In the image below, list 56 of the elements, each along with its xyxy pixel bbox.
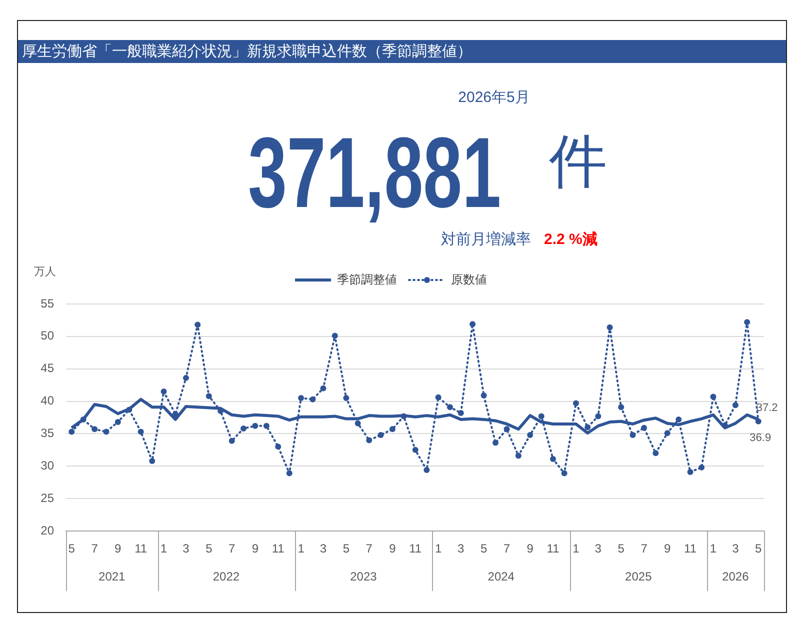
x-tick-label: 7 [503,542,510,556]
text: 371,881 [248,117,502,229]
y-tick-label: 50 [40,328,54,343]
x-tick-label: 7 [640,542,648,556]
y-tick-label: 45 [40,361,54,376]
x2-tick-label: 2026 [722,570,750,584]
x-tick-label: 11 [546,542,560,556]
x2-tick-label: 2025 [625,570,652,584]
legend-label: 季節調整値 [337,272,397,286]
x-tick-label: 11 [684,542,697,556]
text: 件 [549,129,607,194]
y-tick-label: 35 [40,426,54,440]
x-tick-label: 11 [409,542,422,556]
x2-tick-label: 2023 [350,570,378,584]
x-tick-label: 5 [755,542,762,556]
x-tick-label: 5 [480,542,488,556]
x-tick-label: 9 [252,542,259,556]
chart-title: 厚生労働省「一般職業紹介状況」新規求職申込件数（季節調整値） [18,40,786,63]
x-tick-label: 1 [710,542,717,556]
chart-subtitle: 2026年5月 [457,88,531,108]
x-tick-label: 11 [134,542,148,556]
x-tick-label: 5 [206,542,213,556]
y-tick-label: 20 [40,523,54,538]
x-tick-label: 1 [434,542,442,556]
text: 対前月増減率 [441,231,531,249]
x-tick-label: 11 [272,542,285,556]
x-tick-label: 5 [342,542,350,556]
data-label: 36.9 [750,432,772,444]
x2-tick-label: 2021 [98,570,126,584]
x2-tick-label: 2022 [212,570,240,584]
x-tick-label: 5 [68,542,76,556]
y-axis-title: 万人 [34,266,56,278]
x-tick-label: 9 [389,542,396,556]
y-tick-label: 55 [40,296,54,310]
y-tick-label: 40 [40,394,54,408]
x-tick-label: 7 [91,542,98,556]
x-tick-label: 3 [594,542,602,556]
x-tick-label: 1 [572,542,580,556]
x-tick-label: 3 [732,542,740,556]
x-tick-label: 9 [114,542,122,556]
text: 2.2 %減 [544,231,598,249]
x-tick-label: 9 [526,542,534,556]
x2-tick-label: 2024 [488,570,515,584]
x-tick-label: 3 [458,542,465,556]
legend-label: 原数値 [451,272,487,286]
y-tick-label: 30 [40,458,54,472]
x-tick-label: 1 [160,542,168,556]
x-tick-label: 7 [228,542,236,556]
x-tick-label: 3 [182,542,190,556]
data-label: 37.2 [756,402,778,414]
x-tick-label: 1 [298,542,305,556]
x-tick-label: 7 [366,542,373,556]
x-tick-label: 5 [618,542,625,556]
x-tick-label: 3 [320,542,327,556]
y-tick-label: 25 [40,490,54,505]
x-tick-label: 9 [664,542,672,556]
